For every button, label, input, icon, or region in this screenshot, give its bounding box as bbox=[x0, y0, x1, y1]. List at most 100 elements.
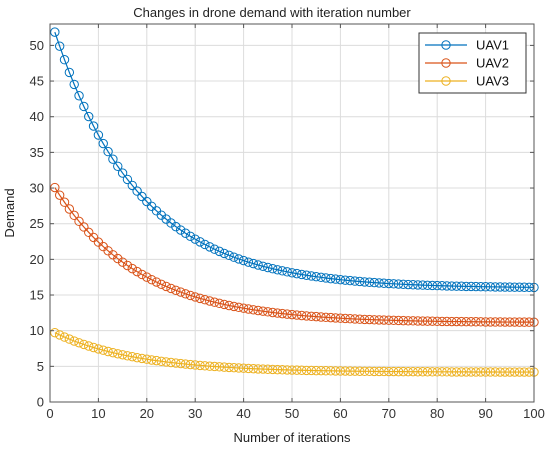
data-point-uav2 bbox=[413, 316, 423, 326]
data-point-uav3 bbox=[505, 367, 515, 377]
data-point-uav3 bbox=[272, 364, 283, 375]
data-point-uav2 bbox=[301, 311, 312, 321]
data-point-uav1 bbox=[88, 121, 99, 131]
y-tick-label: 20 bbox=[30, 252, 44, 267]
y-tick-label: 35 bbox=[30, 145, 44, 160]
data-point-uav1 bbox=[234, 254, 244, 264]
data-point-uav1 bbox=[103, 146, 113, 157]
data-point-uav1 bbox=[306, 271, 317, 281]
data-point-uav1 bbox=[408, 280, 418, 290]
data-point-uav1 bbox=[384, 278, 394, 289]
data-point-uav3 bbox=[185, 359, 196, 370]
data-point-uav1 bbox=[185, 231, 196, 242]
data-point-uav3 bbox=[369, 366, 379, 377]
data-point-uav3 bbox=[175, 358, 186, 369]
data-point-uav1 bbox=[175, 225, 186, 235]
data-point-uav2 bbox=[442, 316, 452, 327]
x-tick-label: 50 bbox=[285, 406, 299, 421]
data-point-uav2 bbox=[306, 311, 317, 321]
data-point-uav2 bbox=[127, 263, 137, 274]
data-point-uav3 bbox=[113, 349, 123, 359]
data-point-uav3 bbox=[340, 366, 350, 376]
data-point-uav3 bbox=[79, 339, 89, 350]
data-point-uav2 bbox=[277, 308, 288, 319]
data-point-uav1 bbox=[267, 264, 278, 274]
data-point-uav3 bbox=[359, 366, 370, 377]
data-point-uav1 bbox=[64, 67, 75, 78]
data-point-uav3 bbox=[413, 367, 423, 377]
data-point-uav3 bbox=[54, 330, 65, 340]
data-point-uav2 bbox=[224, 300, 234, 311]
x-tick-label: 90 bbox=[478, 406, 492, 421]
data-point-uav3 bbox=[514, 367, 525, 377]
data-point-uav1 bbox=[214, 246, 225, 257]
data-point-uav1 bbox=[451, 281, 462, 291]
data-point-uav2 bbox=[287, 309, 297, 320]
data-point-uav2 bbox=[190, 292, 200, 302]
data-point-uav1 bbox=[287, 268, 297, 278]
x-tick-label: 10 bbox=[91, 406, 105, 421]
legend-marker-uav2 bbox=[441, 58, 451, 68]
data-point-uav2 bbox=[311, 311, 321, 322]
data-point-uav3 bbox=[253, 364, 263, 374]
data-point-uav3 bbox=[171, 358, 181, 368]
data-point-uav2 bbox=[456, 316, 467, 327]
data-point-uav1 bbox=[195, 237, 205, 247]
data-point-uav1 bbox=[219, 248, 229, 259]
data-point-uav2 bbox=[296, 310, 307, 321]
y-tick-label: 15 bbox=[30, 288, 44, 303]
data-point-uav1 bbox=[340, 275, 350, 285]
data-point-uav3 bbox=[122, 351, 133, 361]
legend-marker-uav3 bbox=[441, 76, 451, 86]
data-point-uav1 bbox=[495, 282, 505, 292]
data-point-uav2 bbox=[509, 317, 520, 327]
data-point-uav3 bbox=[350, 366, 360, 376]
data-point-uav2 bbox=[432, 316, 442, 327]
data-point-uav3 bbox=[103, 346, 113, 357]
data-point-uav2 bbox=[200, 295, 210, 305]
data-point-uav1 bbox=[93, 130, 104, 140]
data-point-uav1 bbox=[127, 180, 137, 191]
data-point-uav1 bbox=[98, 138, 108, 149]
data-point-uav2 bbox=[292, 310, 302, 320]
data-point-uav2 bbox=[505, 317, 515, 327]
data-point-uav1 bbox=[379, 278, 389, 288]
series-uav1 bbox=[50, 27, 539, 293]
data-point-uav2 bbox=[335, 313, 346, 323]
data-point-uav3 bbox=[442, 367, 452, 377]
data-point-uav2 bbox=[355, 314, 365, 324]
data-point-uav2 bbox=[142, 272, 152, 282]
data-point-uav3 bbox=[422, 367, 433, 377]
data-point-uav3 bbox=[379, 366, 389, 377]
data-point-uav3 bbox=[364, 366, 375, 377]
data-point-uav3 bbox=[509, 367, 520, 377]
x-tick-label: 30 bbox=[188, 406, 202, 421]
data-point-uav3 bbox=[437, 367, 447, 377]
x-tick-label: 60 bbox=[333, 406, 347, 421]
data-point-uav3 bbox=[93, 344, 104, 354]
data-point-uav3 bbox=[219, 362, 229, 372]
data-point-uav2 bbox=[69, 210, 79, 221]
data-point-uav2 bbox=[447, 316, 457, 327]
data-point-uav2 bbox=[243, 304, 254, 314]
data-point-uav3 bbox=[326, 366, 336, 376]
data-point-uav1 bbox=[296, 269, 307, 280]
data-point-uav1 bbox=[490, 282, 500, 292]
data-point-uav2 bbox=[326, 312, 336, 323]
data-point-uav2 bbox=[500, 317, 510, 327]
data-point-uav3 bbox=[151, 355, 162, 366]
data-point-uav1 bbox=[350, 276, 360, 286]
data-point-uav2 bbox=[79, 222, 89, 232]
legend-label-uav1: UAV1 bbox=[476, 38, 509, 53]
data-point-uav1 bbox=[403, 279, 413, 290]
data-point-uav1 bbox=[413, 280, 423, 290]
data-point-uav2 bbox=[519, 317, 530, 327]
data-point-uav2 bbox=[514, 317, 525, 327]
data-point-uav3 bbox=[190, 360, 200, 370]
data-point-uav1 bbox=[272, 265, 283, 275]
data-point-uav1 bbox=[485, 282, 496, 292]
y-tick-label: 30 bbox=[30, 181, 44, 196]
data-point-uav1 bbox=[253, 260, 263, 270]
data-point-uav3 bbox=[500, 367, 510, 377]
data-point-uav1 bbox=[456, 281, 467, 291]
